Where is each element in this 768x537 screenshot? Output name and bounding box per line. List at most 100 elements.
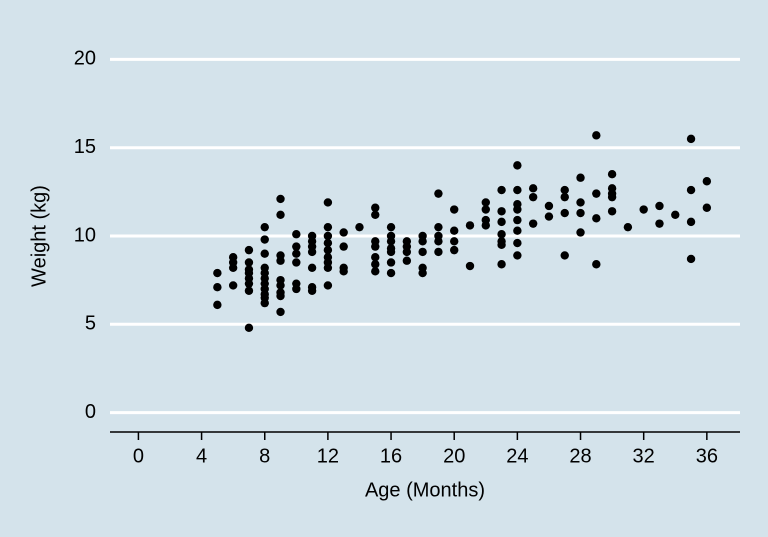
point (339, 228, 348, 237)
point (386, 247, 396, 257)
point (513, 185, 522, 195)
point (339, 267, 348, 276)
x-tick-label: 4 (196, 445, 207, 467)
point (655, 201, 664, 211)
y-tick-label: 10 (74, 224, 96, 246)
point (560, 251, 569, 260)
point (418, 247, 427, 257)
point (418, 268, 427, 278)
point (228, 263, 238, 272)
point (544, 201, 554, 211)
y-axis-title: Weight (kg) (28, 185, 50, 287)
point (686, 185, 696, 195)
point (371, 260, 380, 269)
point (244, 323, 254, 333)
point (513, 251, 522, 260)
point (276, 194, 285, 204)
point (513, 226, 522, 235)
point (276, 291, 285, 301)
point (307, 286, 317, 295)
point (323, 245, 333, 255)
point (244, 286, 254, 295)
point (639, 205, 648, 214)
point (702, 177, 712, 186)
point (450, 245, 459, 255)
point (260, 235, 269, 244)
point (513, 238, 522, 248)
point (686, 134, 696, 144)
point (434, 247, 443, 257)
point (371, 242, 380, 251)
point (371, 210, 380, 220)
point (560, 185, 569, 195)
x-tick-label: 12 (317, 445, 339, 467)
point (276, 210, 285, 220)
point (592, 131, 601, 140)
x-tick-label: 0 (133, 445, 144, 467)
point (276, 281, 285, 290)
point (513, 215, 522, 225)
point (481, 205, 490, 214)
point (623, 222, 633, 232)
point (607, 192, 617, 202)
point (686, 254, 696, 264)
point (544, 212, 554, 221)
point (276, 307, 285, 317)
point (450, 205, 459, 214)
y-tick-label: 0 (85, 401, 96, 423)
point (386, 237, 396, 246)
y-tick-label: 15 (74, 136, 96, 158)
x-tick-label: 20 (443, 445, 465, 467)
x-axis-title: Age (Months) (365, 479, 485, 501)
point (497, 240, 506, 250)
point (307, 263, 317, 272)
point (213, 283, 222, 292)
y-tick-label: 20 (74, 48, 96, 70)
point (260, 249, 269, 258)
point (244, 245, 254, 255)
point (497, 185, 506, 195)
point (244, 258, 254, 267)
point (418, 237, 427, 246)
point (497, 230, 506, 239)
point (592, 189, 601, 198)
point (481, 198, 490, 207)
point (528, 219, 538, 228)
point (323, 263, 333, 272)
point (465, 221, 475, 230)
x-tick-label: 28 (569, 445, 591, 467)
point (513, 161, 522, 170)
point (213, 300, 222, 310)
point (386, 222, 396, 232)
point (213, 268, 222, 278)
point (355, 222, 364, 232)
point (292, 230, 301, 239)
point (228, 281, 238, 290)
point (576, 208, 585, 218)
point (702, 203, 712, 212)
point (402, 256, 412, 265)
point (276, 256, 285, 265)
point (671, 210, 680, 220)
point (292, 258, 301, 267)
point (434, 237, 443, 246)
point (686, 217, 696, 227)
y-tick-label: 5 (85, 313, 96, 335)
point (386, 268, 396, 278)
point (371, 267, 380, 276)
x-tick-label: 36 (696, 445, 718, 467)
point (528, 192, 538, 202)
point (323, 222, 333, 232)
point (323, 281, 333, 290)
point (292, 242, 301, 251)
point (607, 207, 617, 216)
x-tick-label: 24 (506, 445, 528, 467)
x-tick-label: 8 (259, 445, 270, 467)
point (576, 228, 585, 237)
point (497, 217, 506, 227)
point (655, 219, 664, 228)
point (560, 208, 569, 218)
point (560, 192, 569, 202)
